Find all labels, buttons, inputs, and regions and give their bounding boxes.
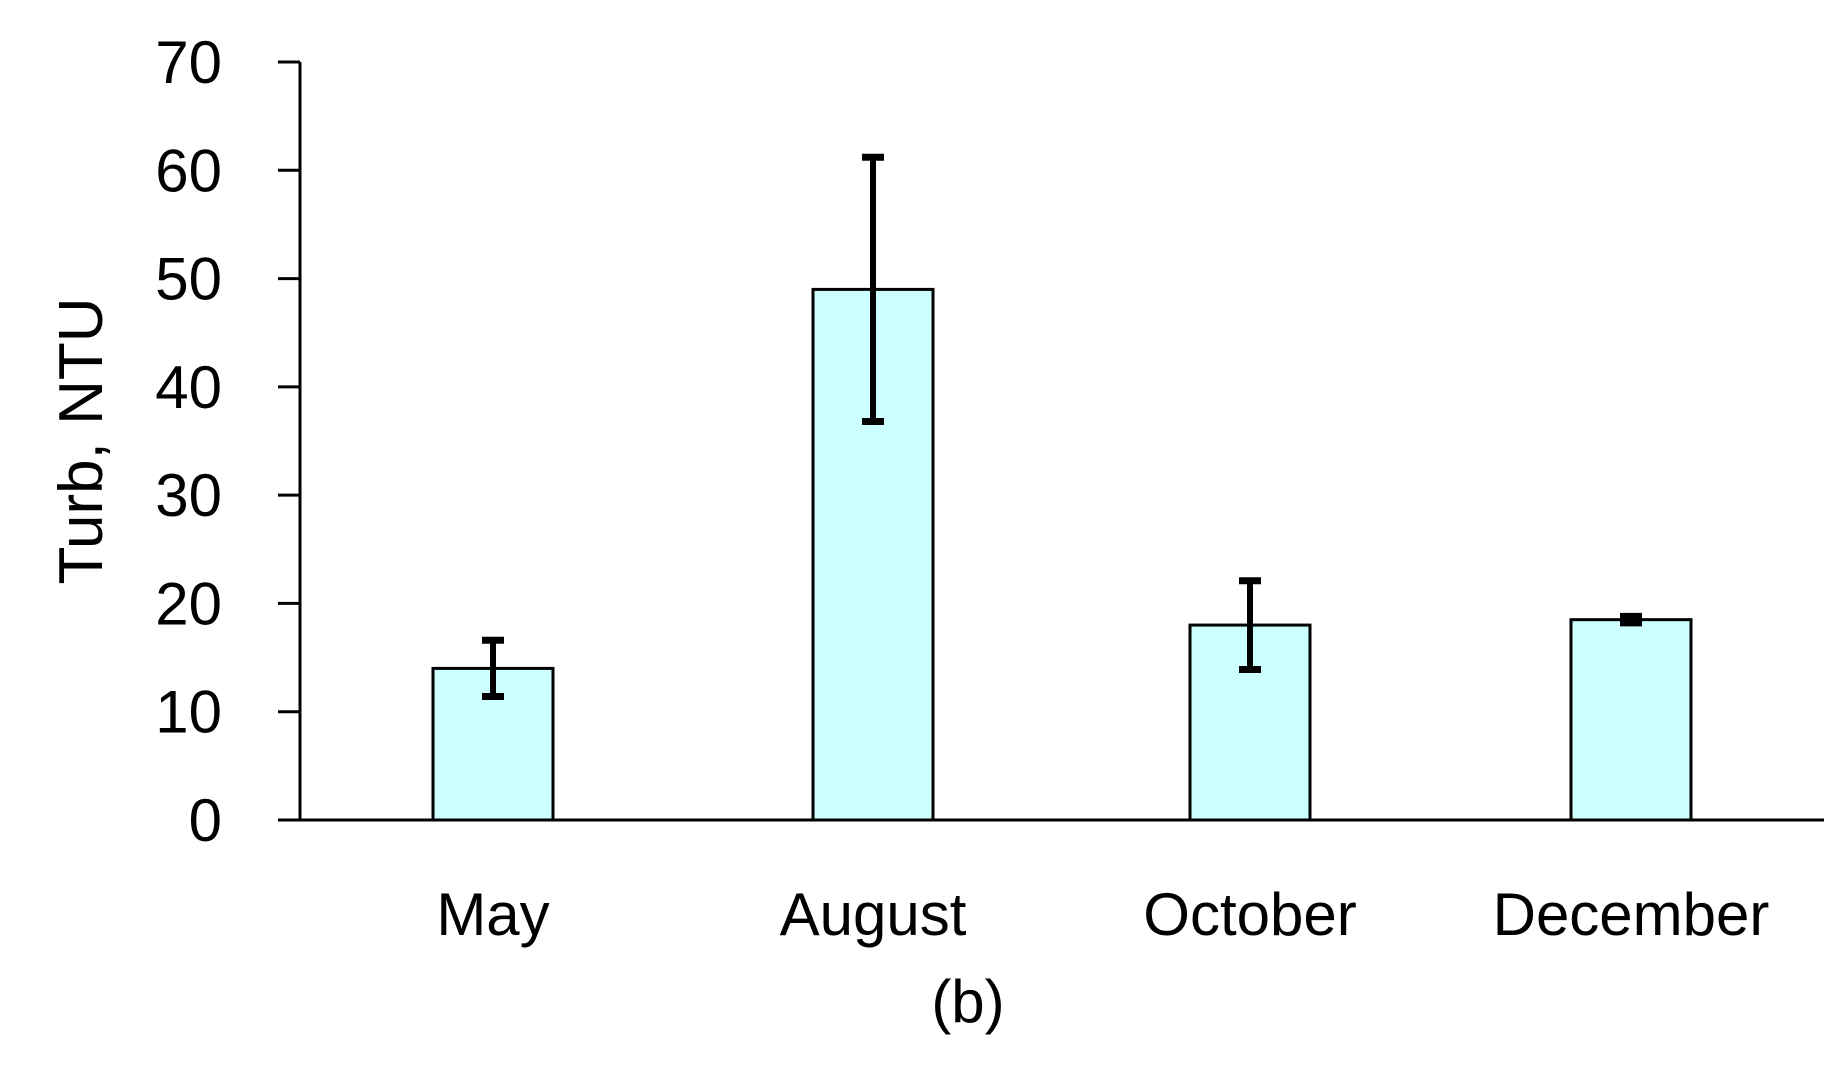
x-category-label: August — [780, 881, 967, 948]
y-tick-label: 60 — [155, 137, 222, 204]
x-category-label: October — [1143, 881, 1356, 948]
bars — [431, 287, 1693, 822]
y-tick-label: 0 — [189, 787, 222, 854]
x-category-label: May — [436, 881, 549, 948]
x-category-label: December — [1493, 881, 1770, 948]
y-tick-label: 70 — [155, 29, 222, 96]
y-axis-title: Turb, NTU — [47, 297, 116, 584]
error-bar-may — [482, 636, 504, 701]
y-axis-ticks: 0 10 20 30 40 50 60 70 — [155, 29, 300, 854]
bar-december — [1569, 618, 1693, 822]
error-bar-august — [862, 153, 884, 426]
x-axis-category-labels: May August October December — [436, 881, 1769, 948]
y-tick-label: 50 — [155, 246, 222, 313]
error-bar-december — [1620, 612, 1642, 627]
y-tick-label: 10 — [155, 679, 222, 746]
y-tick-label: 30 — [155, 462, 222, 529]
y-tick-label: 20 — [155, 570, 222, 637]
panel-label: (b) — [931, 968, 1004, 1035]
error-bars — [482, 153, 1642, 701]
y-tick-label: 40 — [155, 354, 222, 421]
error-bar-october — [1239, 577, 1261, 673]
